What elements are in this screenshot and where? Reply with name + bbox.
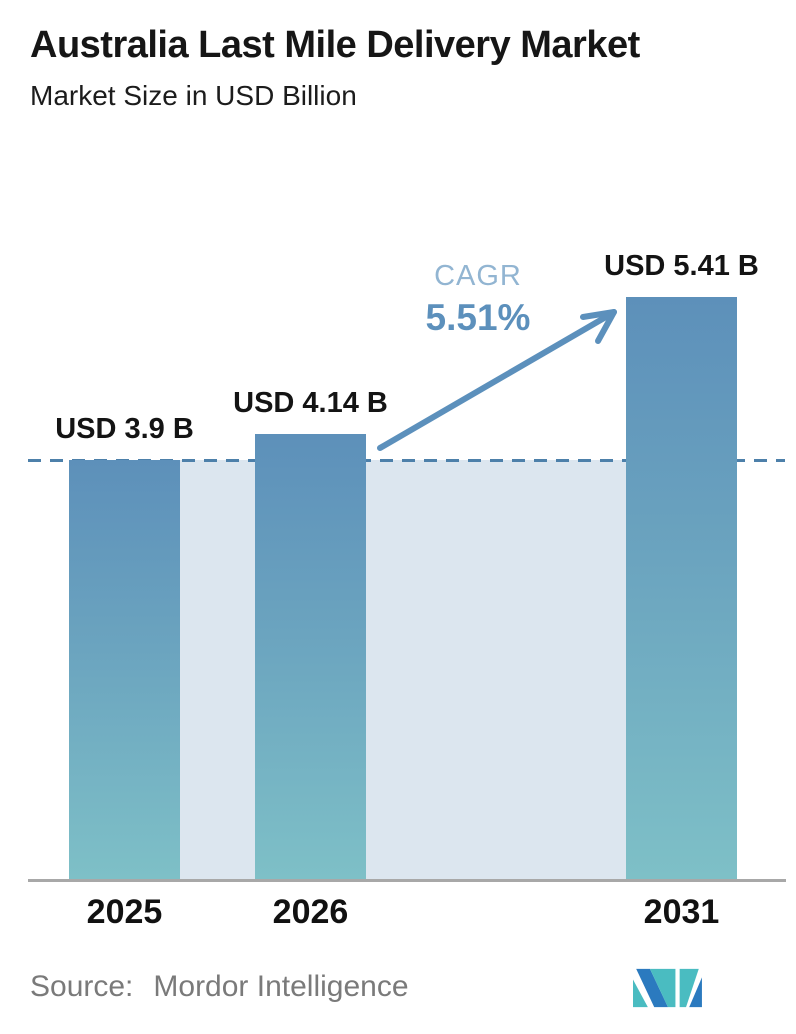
cagr-annotation: CAGR 5.51%	[378, 260, 578, 339]
source-label: Source:	[30, 970, 134, 1003]
bar-slot-2031: USD 5.41 B	[604, 0, 759, 880]
bar-2025	[69, 460, 180, 880]
x-tick-2031: 2031	[643, 893, 720, 931]
bar-slot-2025: USD 3.9 B	[55, 0, 194, 880]
chart-title: Australia Last Mile Delivery Market	[30, 24, 640, 66]
source-value: Mordor Intelligence	[153, 970, 409, 1003]
x-axis-line	[28, 879, 786, 882]
cagr-label: CAGR	[434, 260, 522, 292]
dashed-reference-line	[28, 459, 785, 462]
source-row: Source: Mordor Intelligence	[30, 970, 409, 1004]
bar-value-label: USD 5.41 B	[604, 250, 759, 282]
x-tick-2025: 2025	[86, 893, 163, 931]
cagr-value: 5.51%	[425, 297, 531, 338]
chart-subtitle: Market Size in USD Billion	[30, 80, 357, 111]
bar-2026	[255, 434, 366, 880]
bar-2031	[626, 297, 737, 880]
bar-value-label: USD 4.14 B	[233, 387, 388, 419]
mordor-intelligence-logo	[633, 968, 702, 1008]
x-tick-2026: 2026	[272, 893, 349, 931]
bar-value-label: USD 3.9 B	[55, 413, 194, 445]
bar-slot-2026: USD 4.14 B	[233, 0, 388, 880]
reference-band	[69, 460, 737, 880]
